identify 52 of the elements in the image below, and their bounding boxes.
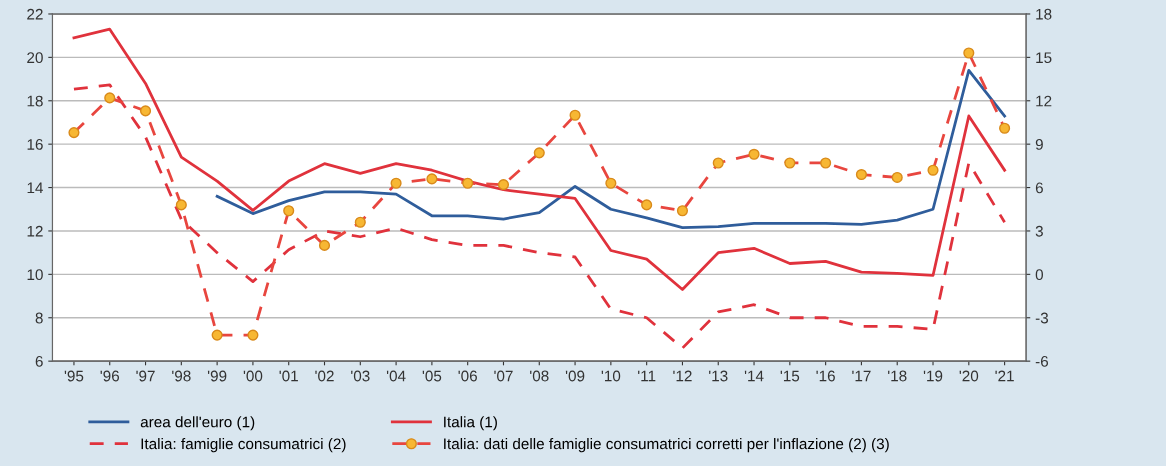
y-tick-label: 16 bbox=[27, 139, 43, 150]
x-tick-label: '17 bbox=[852, 370, 871, 382]
x-tick-label: '09 bbox=[565, 370, 585, 382]
y-tick-label: 10 bbox=[27, 269, 43, 281]
x-tick-label: '14 bbox=[744, 370, 764, 382]
y-tick-label: 12 bbox=[27, 225, 43, 237]
x-tick-label: '06 bbox=[458, 370, 477, 382]
x-tick-label: '18 bbox=[888, 370, 907, 382]
line-series bbox=[72, 83, 1006, 350]
legend-label: Italia (1) bbox=[444, 416, 497, 431]
x-tick-label: '02 bbox=[315, 370, 334, 382]
legend-label: area dell'euro (1) bbox=[140, 416, 255, 431]
x-tick-label: '21 bbox=[995, 370, 1014, 382]
x-tick-label: '01 bbox=[279, 370, 298, 382]
y-tick-label: 20 bbox=[27, 52, 43, 64]
x-tick-label: '05 bbox=[422, 370, 442, 382]
y-tick-label: 18 bbox=[27, 95, 43, 107]
line-series bbox=[72, 27, 1006, 291]
x-tick-label: '07 bbox=[494, 370, 513, 382]
y-tick-label: 22 bbox=[27, 8, 43, 20]
legend-label: Italia: famiglie consumatrici (2) bbox=[141, 438, 346, 453]
y2-tick-label: -6 bbox=[1035, 356, 1049, 367]
line-series bbox=[215, 69, 1006, 230]
x-tick-label: '12 bbox=[673, 370, 692, 382]
x-tick-label: '98 bbox=[172, 370, 191, 382]
x-tick-label: '10 bbox=[601, 370, 621, 382]
x-tick-label: '99 bbox=[207, 370, 227, 382]
y-tick-label: 14 bbox=[27, 182, 43, 194]
x-tick-label: '15 bbox=[780, 370, 800, 382]
x-tick-label: '03 bbox=[351, 370, 370, 382]
y2-tick-label: 15 bbox=[1036, 52, 1052, 64]
y2-tick-label: 3 bbox=[1035, 225, 1043, 237]
y-tick-label: 8 bbox=[35, 312, 43, 324]
x-tick-label: '08 bbox=[530, 370, 549, 382]
x-tick-label: '95 bbox=[64, 370, 84, 382]
x-tick-label: '04 bbox=[386, 370, 406, 382]
x-tick-label: '16 bbox=[816, 370, 835, 382]
x-tick-label: '97 bbox=[136, 370, 155, 382]
x-tick-label: '11 bbox=[638, 370, 656, 382]
x-tick-label: '00 bbox=[243, 370, 263, 382]
y2-tick-label: 9 bbox=[1035, 139, 1043, 150]
y2-tick-label: 18 bbox=[1036, 8, 1052, 20]
x-tick-label: '20 bbox=[959, 370, 979, 382]
y2-tick-label: 6 bbox=[1035, 182, 1043, 194]
x-tick-label: '13 bbox=[709, 370, 728, 382]
y2-tick-label: 0 bbox=[1035, 269, 1044, 281]
y2-tick-label: -3 bbox=[1035, 312, 1049, 324]
y-tick-label: 6 bbox=[35, 356, 43, 367]
x-tick-label: '96 bbox=[100, 370, 120, 382]
legend-label: Italia: dati delle famiglie consumatrici corretti per l'inflazione (2) (3) bbox=[444, 438, 889, 453]
y2-tick-label: 12 bbox=[1036, 95, 1052, 107]
x-tick-label: '19 bbox=[923, 370, 943, 382]
